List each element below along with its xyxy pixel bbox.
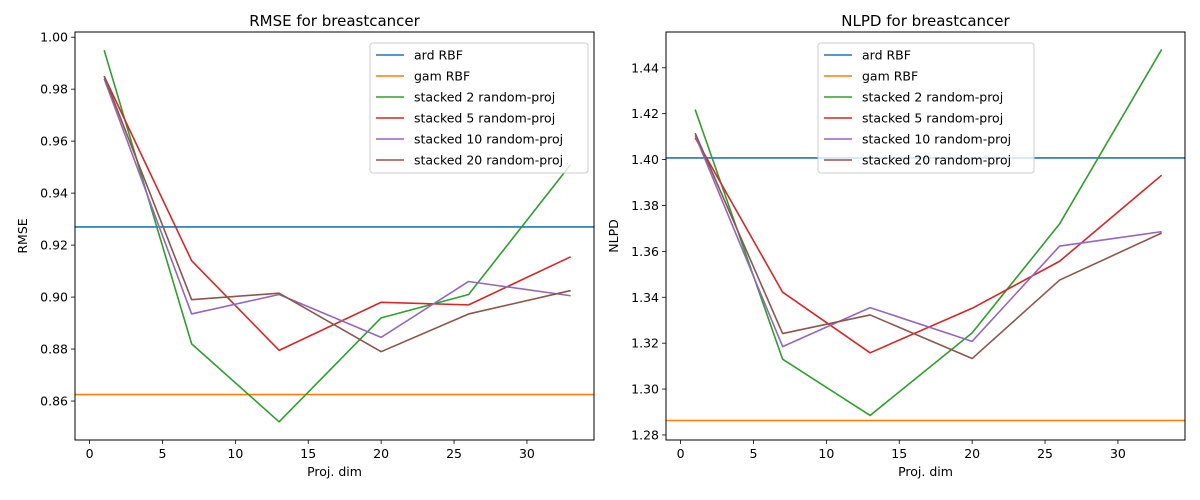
rmse-x-tick-label: 30 [519, 446, 535, 461]
rmse-legend-item-stacked-10-random-proj-label: stacked 10 random-proj [414, 132, 563, 147]
nlpd-legend-item-stacked-2-random-proj-label: stacked 2 random-proj [862, 90, 1003, 105]
rmse-x-tick-label: 25 [446, 446, 462, 461]
rmse-plot-area [75, 49, 594, 423]
nlpd-y-tick-label: 1.38 [631, 198, 659, 213]
nlpd-y-tick-label: 1.36 [631, 244, 659, 259]
nlpd-y-axis-title: NLPD [606, 219, 621, 252]
nlpd-y-tick-label: 1.42 [631, 106, 659, 121]
nlpd-legend-item-ard-rbf-label: ard RBF [862, 48, 911, 63]
rmse-y-tick-label: 0.96 [40, 134, 68, 149]
nlpd-legend-frame [817, 42, 1035, 174]
nlpd-x-tick-label: 15 [891, 446, 907, 461]
nlpd-y-tick-label: 1.30 [631, 382, 659, 397]
rmse-y-tick-label: 0.94 [40, 186, 68, 201]
rmse-x-tick-label: 15 [300, 446, 316, 461]
rmse-panel: 0 5 10 15 20 25 30 0.86 0.88 0.90 0.92 0.94 0.96 0.98… [15, 12, 595, 479]
nlpd-x-tick-label: 30 [1110, 446, 1126, 461]
nlpd-y-tick-label: 1.40 [631, 152, 659, 167]
rmse-legend-item-stacked-2-random-proj-label: stacked 2 random-proj [414, 90, 555, 105]
rmse-y-tick-label: 0.86 [40, 394, 68, 409]
rmse-x-tick-label: 10 [227, 446, 243, 461]
rmse-legend: ard RBF gam RBF stacked 2 random-proj stack… [369, 42, 589, 174]
rmse-legend-item-stacked-20-random-proj-label: stacked 20 random-proj [414, 153, 563, 168]
nlpd-plot-area [666, 49, 1185, 422]
nlpd-x-tick-label: 0 [677, 446, 685, 461]
nlpd-y-tick-label: 1.32 [631, 336, 659, 351]
nlpd-y-tick-label: 1.44 [631, 60, 659, 75]
nlpd-panel: 0 5 10 15 20 25 30 1.28 1.30 1.32 1.34 1.36 1.38 1.40… [606, 12, 1186, 479]
rmse-legend-item-stacked-5-random-proj-label: stacked 5 random-proj [414, 111, 555, 126]
rmse-x-tick-label: 0 [86, 446, 94, 461]
nlpd-legend-item-stacked-5-random-proj-label: stacked 5 random-proj [862, 111, 1003, 126]
nlpd-chart-title: NLPD for breastcancer [841, 12, 1010, 30]
nlpd-legend-item-stacked-20-random-proj-label: stacked 20 random-proj [862, 153, 1011, 168]
rmse-series-stacked-5-random-proj-line [103, 75, 572, 352]
nlpd-legend-item-stacked-10-random-proj-label: stacked 10 random-proj [862, 132, 1011, 147]
rmse-y-tick-label: 0.90 [40, 290, 68, 305]
nlpd-series-stacked-10-random-proj-line [694, 135, 1162, 348]
nlpd-x-axis-title: Proj. dim [898, 464, 953, 479]
rmse-series-stacked-10-random-proj-line [103, 78, 571, 339]
nlpd-x-tick-label: 10 [818, 446, 834, 461]
rmse-y-tick-label: 0.92 [40, 238, 68, 253]
rmse-x-tick-label: 20 [373, 446, 389, 461]
rmse-series-stacked-2-random-proj-line [103, 49, 572, 423]
nlpd-series-stacked-2-random-proj-line [694, 49, 1163, 417]
rmse-chart-title: RMSE for breastcancer [249, 12, 420, 30]
rmse-legend-item-gam-rbf-label: gam RBF [414, 69, 470, 84]
rmse-series-stacked-20-random-proj-line [103, 75, 571, 353]
nlpd-legend: ard RBF gam RBF stacked 2 random-proj stack… [817, 42, 1035, 174]
rmse-legend-frame [369, 42, 589, 174]
rmse-axes-frame [74, 31, 595, 441]
rmse-y-tick-label: 0.88 [40, 342, 68, 357]
rmse-y-axis-title: RMSE [15, 218, 30, 253]
nlpd-series-stacked-5-random-proj-line [694, 137, 1163, 354]
rmse-x-axis-title: Proj. dim [307, 464, 362, 479]
nlpd-y-tick-label: 1.28 [631, 427, 659, 442]
nlpd-x-tick-label: 20 [964, 446, 980, 461]
nlpd-legend-item-gam-rbf-label: gam RBF [862, 69, 918, 84]
nlpd-y-tick-label: 1.34 [631, 290, 659, 305]
nlpd-axes-frame [665, 31, 1186, 441]
rmse-y-tick-label: 0.98 [40, 82, 68, 97]
rmse-x-tick-label: 5 [158, 446, 166, 461]
nlpd-x-tick-label: 5 [749, 446, 757, 461]
nlpd-series-stacked-20-random-proj-line [694, 132, 1163, 360]
rmse-y-tick-label: 1.00 [40, 30, 68, 45]
rmse-legend-item-ard-rbf-label: ard RBF [414, 48, 463, 63]
nlpd-x-tick-label: 25 [1037, 446, 1053, 461]
